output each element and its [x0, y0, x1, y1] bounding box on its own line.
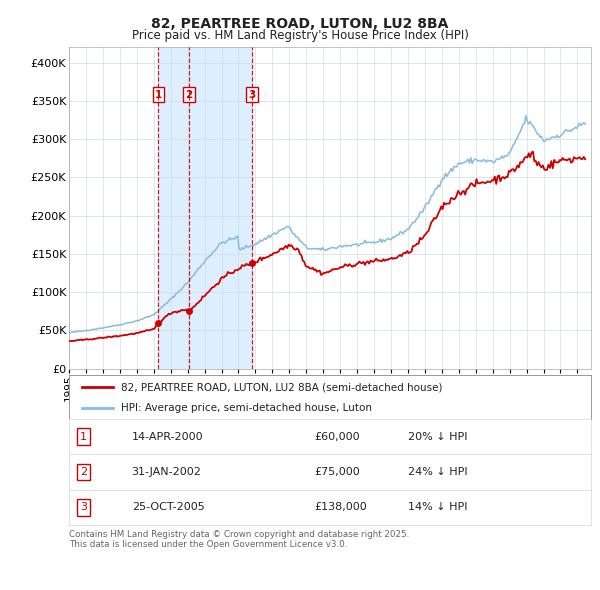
Bar — [158, 47, 189, 369]
Text: £138,000: £138,000 — [314, 503, 367, 512]
Text: 31-JAN-2002: 31-JAN-2002 — [131, 467, 202, 477]
Text: Price paid vs. HM Land Registry's House Price Index (HPI): Price paid vs. HM Land Registry's House … — [131, 30, 469, 42]
Text: 14-APR-2000: 14-APR-2000 — [131, 432, 203, 441]
Text: £60,000: £60,000 — [314, 432, 360, 441]
Text: Contains HM Land Registry data © Crown copyright and database right 2025.
This d: Contains HM Land Registry data © Crown c… — [69, 530, 409, 549]
Text: 20% ↓ HPI: 20% ↓ HPI — [409, 432, 468, 441]
Text: 82, PEARTREE ROAD, LUTON, LU2 8BA: 82, PEARTREE ROAD, LUTON, LU2 8BA — [151, 17, 449, 31]
Bar — [189, 47, 252, 369]
Text: 1: 1 — [80, 432, 87, 441]
Text: 82, PEARTREE ROAD, LUTON, LU2 8BA (semi-detached house): 82, PEARTREE ROAD, LUTON, LU2 8BA (semi-… — [121, 382, 443, 392]
Text: 3: 3 — [248, 90, 256, 100]
Text: £75,000: £75,000 — [314, 467, 360, 477]
Text: 24% ↓ HPI: 24% ↓ HPI — [409, 467, 468, 477]
Text: 3: 3 — [80, 503, 87, 512]
Text: 14% ↓ HPI: 14% ↓ HPI — [409, 503, 468, 512]
Text: 1: 1 — [155, 90, 162, 100]
Text: HPI: Average price, semi-detached house, Luton: HPI: Average price, semi-detached house,… — [121, 403, 372, 413]
Text: 2: 2 — [80, 467, 87, 477]
Text: 2: 2 — [185, 90, 193, 100]
Text: 25-OCT-2005: 25-OCT-2005 — [131, 503, 205, 512]
